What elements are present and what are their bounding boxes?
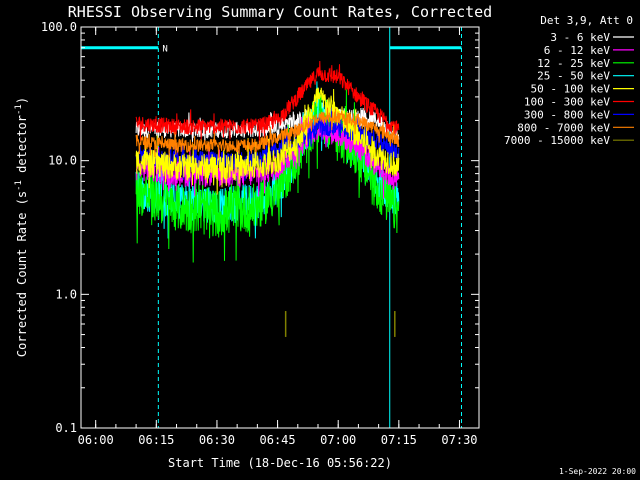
x-tick-label: 06:15 — [138, 433, 174, 447]
series-line — [135, 60, 400, 144]
series-12_25keV — [135, 89, 400, 263]
series-50_100keV — [135, 87, 400, 195]
legend-label: 3 - 6 keV — [550, 31, 610, 44]
series-line — [135, 107, 400, 159]
legend-header: Det 3,9, Att 0 — [540, 14, 633, 27]
plot-frame — [80, 26, 480, 429]
legend-label: 6 - 12 keV — [544, 44, 611, 57]
x-tick-label: 07:30 — [441, 433, 477, 447]
data-layer — [135, 60, 400, 337]
legend-label: 50 - 100 keV — [531, 83, 611, 96]
legend-label: 300 - 800 keV — [524, 108, 610, 121]
legend-label: 7000 - 15000 keV — [504, 134, 610, 147]
footer-date: 1-Sep-2022 20:00 — [559, 467, 636, 476]
x-tick-label: 07:15 — [381, 433, 417, 447]
x-tick-label: 06:30 — [199, 433, 235, 447]
legend-label: 800 - 7000 keV — [517, 121, 610, 134]
x-tick-label: 07:00 — [320, 433, 356, 447]
plot-overlays: N — [81, 27, 462, 428]
legend-label: 25 - 50 keV — [537, 70, 610, 83]
y-tick-label: 0.1 — [55, 421, 77, 435]
series-800_7000keV — [135, 107, 400, 159]
annotation-n: N — [162, 45, 167, 55]
legend-label: 12 - 25 keV — [537, 57, 610, 70]
legend-label: 100 - 300 keV — [524, 96, 610, 109]
chart-title: RHESSI Observing Summary Count Rates, Co… — [68, 3, 492, 21]
series-line — [135, 89, 400, 263]
y-tick-label: 100.0 — [41, 20, 77, 34]
x-axis-label: Start Time (18-Dec-16 05:56:22) — [168, 456, 392, 470]
series-line — [135, 87, 400, 195]
x-tick-label: 06:00 — [78, 433, 114, 447]
series-100_300keV — [135, 60, 400, 144]
y-tick-label: 1.0 — [55, 287, 77, 301]
x-tick-label: 06:45 — [260, 433, 296, 447]
y-tick-label: 10.0 — [48, 154, 77, 168]
axes: 0.1 1.0 10.0 100.0 06:00 06:15 06:30 06:45 07:00… — [41, 20, 480, 447]
series-7000_15000keV — [284, 311, 396, 337]
y-axis-label: Corrected Count Rate (s-1 detector-1) — [14, 97, 29, 357]
